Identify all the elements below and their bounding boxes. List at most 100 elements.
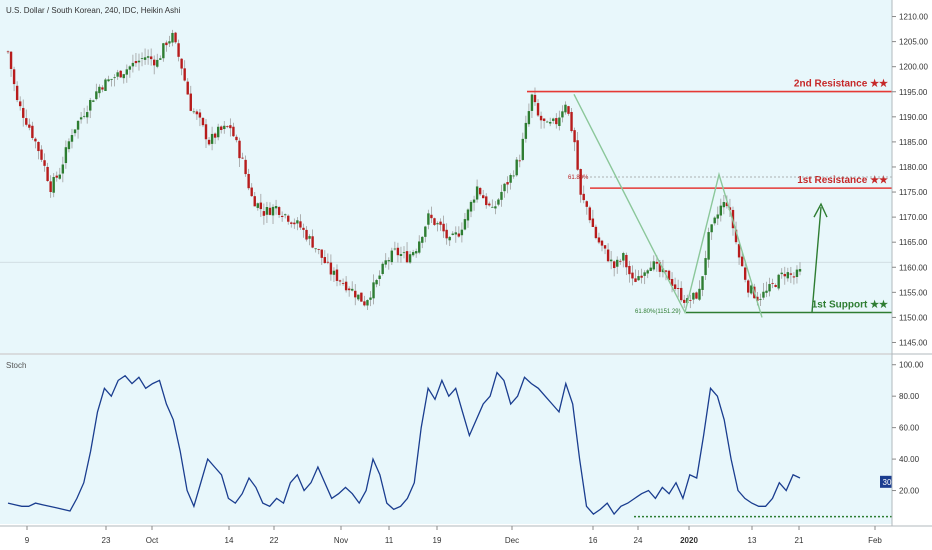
candle-body[interactable] [792, 276, 796, 278]
candle-body[interactable] [582, 193, 585, 201]
candle-body[interactable] [600, 240, 604, 246]
candle-body[interactable] [676, 288, 680, 289]
candle-body[interactable] [780, 272, 783, 275]
candle-body[interactable] [716, 214, 719, 219]
candle-body[interactable] [220, 126, 223, 130]
candle-body[interactable] [393, 248, 397, 250]
candle-body[interactable] [341, 283, 345, 284]
candle-body[interactable] [381, 263, 384, 274]
candle-body[interactable] [518, 160, 521, 162]
candle-body[interactable] [344, 281, 348, 291]
candle-body[interactable] [143, 57, 147, 60]
candle-body[interactable] [597, 237, 601, 243]
candle-body[interactable] [335, 269, 339, 281]
candle-body[interactable] [740, 256, 744, 267]
candle-body[interactable] [411, 252, 415, 256]
candle-body[interactable] [274, 206, 278, 209]
candle-body[interactable] [750, 285, 753, 294]
candle-body[interactable] [302, 227, 305, 230]
abcd-pattern[interactable] [573, 93, 763, 318]
candle-body[interactable] [31, 125, 34, 139]
candle-body[interactable] [631, 272, 634, 279]
candle-body[interactable] [488, 203, 491, 206]
candle-body[interactable] [469, 201, 473, 212]
candle-body[interactable] [241, 157, 244, 159]
candle-body[interactable] [98, 86, 101, 94]
candle-body[interactable] [137, 60, 141, 63]
candle-body[interactable] [570, 111, 573, 132]
candle-body[interactable] [545, 121, 549, 123]
candle-body[interactable] [37, 141, 40, 152]
candle-body[interactable] [564, 104, 567, 113]
stoch-line[interactable] [7, 371, 801, 516]
candle-body[interactable] [101, 87, 104, 90]
candle-body[interactable] [430, 214, 433, 219]
candle-body[interactable] [259, 202, 263, 210]
candle-body[interactable] [722, 202, 726, 208]
candle-body[interactable] [497, 199, 500, 205]
candle-body[interactable] [86, 112, 89, 118]
candle-body[interactable] [162, 43, 165, 59]
candle-body[interactable] [414, 251, 418, 254]
candle-body[interactable] [701, 276, 704, 290]
candle-body[interactable] [512, 175, 515, 177]
stoch-pane-background[interactable] [0, 355, 892, 524]
candle-body[interactable] [439, 221, 442, 225]
candle-body[interactable] [186, 81, 189, 95]
candle-body[interactable] [463, 219, 467, 230]
candle-body[interactable] [104, 79, 107, 91]
candle-body[interactable] [351, 288, 354, 291]
candle-body[interactable] [70, 135, 74, 142]
candle-body[interactable] [509, 175, 512, 183]
candle-body[interactable] [418, 241, 421, 253]
candle-body[interactable] [555, 118, 558, 125]
candle-body[interactable] [159, 58, 162, 60]
candle-body[interactable] [15, 85, 19, 101]
candle-body[interactable] [89, 100, 92, 111]
candle-body[interactable] [201, 117, 205, 126]
candle-body[interactable] [612, 261, 616, 269]
candle-body[interactable] [55, 175, 58, 178]
price-pane-background[interactable] [0, 0, 892, 353]
candle-body[interactable] [308, 236, 311, 239]
projection-arrow-line[interactable] [811, 207, 822, 313]
candle-body[interactable] [622, 253, 625, 261]
candle-body[interactable] [527, 111, 531, 125]
candle-body[interactable] [12, 69, 16, 85]
candle-body[interactable] [768, 284, 771, 292]
candle-body[interactable] [369, 297, 372, 300]
candle-body[interactable] [354, 290, 357, 298]
candle-body[interactable] [573, 130, 576, 143]
candle-body[interactable] [49, 181, 52, 193]
candle-body[interactable] [625, 254, 628, 268]
candle-body[interactable] [332, 270, 336, 275]
candle-body[interactable] [606, 249, 610, 262]
candle-body[interactable] [293, 222, 296, 225]
candle-body[interactable] [762, 291, 765, 298]
candle-body[interactable] [311, 236, 314, 248]
candle-body[interactable] [707, 232, 710, 260]
candle-body[interactable] [433, 218, 436, 225]
candle-body[interactable] [673, 284, 677, 289]
candle-body[interactable] [558, 117, 561, 126]
candle-body[interactable] [329, 262, 333, 275]
candle-body[interactable] [134, 61, 138, 64]
candle-body[interactable] [567, 106, 570, 114]
candle-body[interactable] [207, 139, 211, 145]
candle-body[interactable] [494, 206, 497, 209]
candle-body[interactable] [323, 257, 326, 264]
price-axis-panel[interactable] [892, 0, 932, 550]
candle-body[interactable] [244, 159, 247, 175]
candle-body[interactable] [378, 275, 381, 280]
candle-body[interactable] [637, 276, 640, 281]
candle-body[interactable] [786, 272, 790, 279]
candle-body[interactable] [542, 118, 546, 121]
candle-body[interactable] [198, 112, 202, 118]
candle-body[interactable] [76, 120, 80, 130]
candle-body[interactable] [61, 164, 65, 174]
candle-body[interactable] [482, 195, 485, 199]
candle-body[interactable] [698, 288, 701, 300]
candle-body[interactable] [34, 138, 37, 142]
candle-body[interactable] [140, 58, 144, 59]
